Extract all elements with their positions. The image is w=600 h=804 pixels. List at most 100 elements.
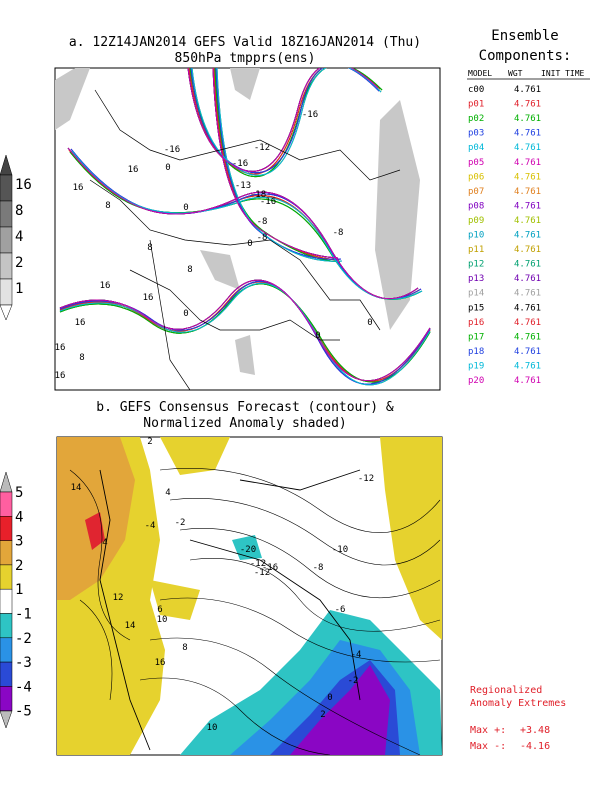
contour-label: 4 (165, 488, 170, 498)
contour-label: -12 (254, 143, 270, 153)
model-weight: 4.761 (514, 85, 541, 95)
model-name: p06 (468, 172, 484, 182)
colorbar-b: 5 4 3 2 1 -1 -2 -3 -4 -5 (0, 471, 32, 729)
colorbar-label: 1 (15, 281, 23, 297)
contour-label: 8 (105, 201, 110, 211)
anomaly-shade (160, 437, 230, 475)
colorbar-swatch (0, 516, 13, 541)
contour-label: 16 (100, 281, 111, 291)
contour-label: -16 (260, 197, 276, 207)
colorbar-swatch (0, 637, 13, 663)
colorbar-a: 16 8 4 2 1 (0, 154, 32, 321)
colorbar-swatch (0, 252, 13, 280)
contour-label: 8 (182, 643, 187, 653)
contour-label: 0 (367, 318, 372, 328)
contour-label: -20 (240, 545, 256, 555)
colorbar-label: -2 (15, 631, 32, 647)
model-name: p13 (468, 274, 484, 284)
contour-label: -2 (348, 676, 359, 686)
anomaly-shade (150, 580, 200, 620)
ensemble-table: Ensemble Components: MODEL WGT INIT TIME… (467, 28, 590, 386)
colorbar-swatch (0, 564, 13, 590)
contour-label: -13 (235, 181, 251, 191)
max-neg-label: Max -: (470, 741, 506, 752)
colorbar-label: -5 (15, 704, 32, 720)
contour-label: 0 (183, 309, 188, 319)
model-weight: 4.761 (514, 114, 541, 124)
model-weight: 4.761 (514, 332, 541, 342)
map-borders (99, 469, 361, 751)
ensemble-lines (59, 68, 431, 386)
max-neg: -4.16 (520, 741, 550, 752)
model-name: p05 (468, 158, 484, 168)
model-name: p17 (468, 332, 484, 342)
colorbar-label: 2 (15, 255, 23, 271)
colorbar-swatch (0, 200, 13, 228)
colorbar-end (0, 154, 13, 176)
colorbar-swatch (0, 491, 13, 517)
contour-label: 10 (157, 615, 168, 625)
contour-label: 10 (207, 723, 218, 733)
colorbar-swatch (0, 613, 13, 639)
max-pos: +3.48 (520, 725, 550, 736)
anomaly-shade (380, 437, 442, 640)
colorbar-end (0, 304, 13, 321)
colorbar-label: 5 (15, 485, 23, 501)
anomaly-shade (290, 665, 390, 755)
contour-label: 12 (113, 593, 124, 603)
colorbar-label: 2 (15, 558, 23, 574)
model-name: c00 (468, 85, 484, 95)
column-header: MODEL (468, 69, 492, 78)
forecast-contours (69, 468, 441, 755)
map-a (54, 67, 441, 391)
contour-label: -16 (232, 159, 248, 169)
contour-label: 0 (165, 163, 170, 173)
model-name: p01 (468, 100, 484, 110)
map-a-content (55, 68, 431, 390)
colorbar-swatch (0, 686, 13, 711)
colorbar-swatch (0, 661, 13, 687)
model-name: p02 (468, 114, 484, 124)
model-weight: 4.761 (514, 201, 541, 211)
contour-label: -10 (332, 545, 348, 555)
spread-shade (230, 68, 260, 100)
model-name: p12 (468, 260, 484, 270)
contour-label: 16 (73, 183, 84, 193)
spread-shade (235, 335, 255, 375)
contour-label: -6 (335, 605, 346, 615)
colorbar-label: 4 (15, 229, 23, 245)
map-b-content (57, 437, 442, 755)
panel-a-title: a. 12Z14JAN2014 GEFS Valid 18Z16JAN2014 … (69, 35, 421, 50)
contour-label: -12 (254, 568, 270, 578)
contour-label: 8 (147, 243, 152, 253)
contour-label: -12 (358, 474, 374, 484)
panel-a-subtitle: 850hPa tmpprs(ens) (175, 51, 316, 66)
contour-label: 14 (125, 621, 136, 631)
colorbar-label: 4 (15, 509, 23, 525)
contour-label: -8 (257, 233, 268, 243)
contour-label: -16 (262, 563, 278, 573)
ensemble-contour (59, 68, 431, 381)
extremes-title: Regionalized (470, 685, 542, 696)
model-weight: 4.761 (514, 361, 541, 371)
contour-label: -2 (175, 518, 186, 528)
model-name: p18 (468, 347, 484, 357)
colorbar-label: -4 (15, 679, 32, 695)
spread-shade (375, 100, 420, 330)
colorbar-end (0, 471, 13, 493)
contour-label: -4 (145, 521, 156, 531)
model-name: p11 (468, 245, 484, 255)
contour-label: 2 (320, 710, 325, 720)
colorbar-swatch (0, 226, 13, 254)
column-header: WGT (508, 69, 523, 78)
model-weight: 4.761 (514, 289, 541, 299)
model-name: p03 (468, 129, 484, 139)
model-weight: 4.761 (514, 143, 541, 153)
contour-label: -4 (351, 650, 362, 660)
model-name: p10 (468, 231, 484, 241)
contour-label: -16 (164, 145, 180, 155)
contour-label: 8 (187, 265, 192, 275)
ensemble-title: Components: (479, 48, 572, 64)
colorbar-swatch (0, 174, 13, 202)
model-weight: 4.761 (514, 274, 541, 284)
